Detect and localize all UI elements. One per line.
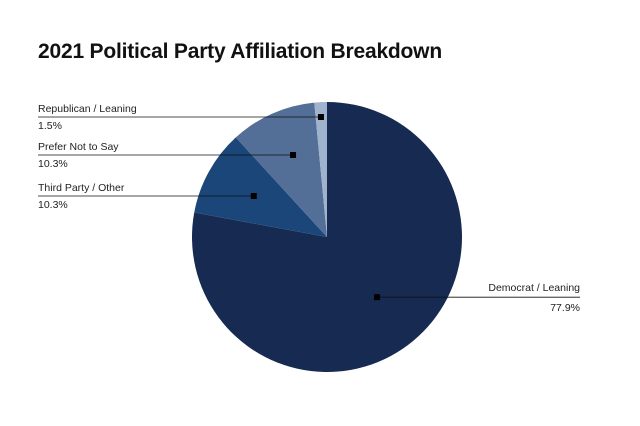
slice-label: Prefer Not to Say xyxy=(38,141,119,153)
pie-slice-republican-leaning xyxy=(314,102,327,237)
callout-marker xyxy=(374,294,381,301)
slice-value-label: 10.3% xyxy=(38,199,68,211)
pie-slice-third-party-other xyxy=(194,137,327,237)
chart-title: 2021 Political Party Affiliation Breakdo… xyxy=(38,40,442,63)
callout-republican-leaning: Republican / Leaning 1.5% xyxy=(38,103,324,132)
slice-value-label: 1.5% xyxy=(38,120,62,132)
slice-label: Democrat / Leaning xyxy=(488,282,580,294)
callout-prefer-not-to-say: Prefer Not to Say 10.3% xyxy=(38,141,297,170)
pie-slices xyxy=(191,102,462,372)
callout-marker xyxy=(317,114,324,120)
callout-third-party-other: Third Party / Other 10.3% xyxy=(38,182,257,211)
pie-slice-prefer-not-to-say xyxy=(235,102,327,237)
slice-value-label: 10.3% xyxy=(38,158,68,170)
slice-value-label: 77.9% xyxy=(550,302,580,314)
slice-label: Third Party / Other xyxy=(38,182,125,194)
callout-marker xyxy=(250,193,257,199)
callout-marker xyxy=(290,152,297,158)
pie-callouts: Democrat / Leaning 77.9% Third Party / Oth… xyxy=(38,103,580,314)
callout-democrat-leaning: Democrat / Leaning 77.9% xyxy=(374,282,580,314)
slice-label: Republican / Leaning xyxy=(38,103,137,115)
